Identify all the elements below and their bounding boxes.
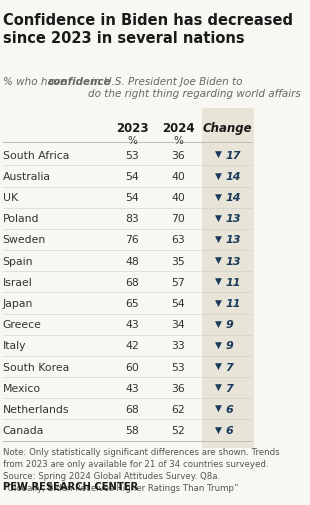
Text: Greece: Greece [2, 320, 42, 329]
Text: ▼: ▼ [215, 277, 222, 286]
Text: 34: 34 [171, 320, 185, 329]
Text: 2024: 2024 [162, 122, 194, 135]
Text: 83: 83 [126, 214, 139, 224]
Text: 33: 33 [171, 341, 185, 350]
Text: 60: 60 [125, 362, 139, 372]
Text: Israel: Israel [2, 277, 32, 287]
Text: South Korea: South Korea [2, 362, 69, 372]
Text: 11: 11 [225, 298, 241, 309]
Text: 65: 65 [126, 298, 139, 309]
Text: 68: 68 [126, 277, 139, 287]
Text: ▼: ▼ [215, 150, 222, 159]
Text: ▼: ▼ [215, 319, 222, 328]
Text: 7: 7 [225, 383, 233, 393]
Text: ▼: ▼ [215, 361, 222, 370]
Text: ▼: ▼ [215, 382, 222, 391]
Text: 13: 13 [225, 256, 241, 266]
Text: %: % [173, 136, 183, 146]
Text: ▼: ▼ [215, 213, 222, 222]
Text: 42: 42 [126, 341, 139, 350]
Text: 9: 9 [225, 320, 233, 329]
Text: 2023: 2023 [116, 122, 148, 135]
Text: 9: 9 [225, 341, 233, 350]
Text: 14: 14 [225, 193, 241, 203]
Text: Spain: Spain [2, 256, 33, 266]
Text: 58: 58 [126, 425, 139, 435]
Text: 36: 36 [171, 383, 185, 393]
Text: 35: 35 [171, 256, 185, 266]
Text: % who have: % who have [2, 76, 69, 86]
Text: Change: Change [203, 122, 252, 135]
Text: ▼: ▼ [215, 425, 222, 434]
Text: Italy: Italy [2, 341, 26, 350]
Text: 7: 7 [225, 362, 233, 372]
Text: 52: 52 [171, 425, 185, 435]
Text: PEW RESEARCH CENTER: PEW RESEARCH CENTER [2, 481, 138, 491]
Text: 48: 48 [126, 256, 139, 266]
Text: ▼: ▼ [215, 171, 222, 180]
Text: Australia: Australia [2, 172, 51, 182]
Text: 53: 53 [171, 362, 185, 372]
Text: 40: 40 [171, 172, 185, 182]
Text: 36: 36 [171, 150, 185, 161]
Text: 57: 57 [171, 277, 185, 287]
Text: Japan: Japan [2, 298, 33, 309]
Text: 63: 63 [171, 235, 185, 245]
Text: 6: 6 [225, 425, 233, 435]
Text: 54: 54 [171, 298, 185, 309]
Text: 62: 62 [171, 404, 185, 414]
Text: 6: 6 [225, 404, 233, 414]
Text: Confidence in Biden has decreased
since 2023 in several nations: Confidence in Biden has decreased since … [2, 13, 293, 45]
Text: 70: 70 [171, 214, 185, 224]
Text: Sweden: Sweden [2, 235, 46, 245]
Text: ▼: ▼ [215, 234, 222, 243]
Text: Netherlands: Netherlands [2, 404, 69, 414]
Text: 11: 11 [225, 277, 241, 287]
Text: Canada: Canada [2, 425, 44, 435]
Text: 53: 53 [126, 150, 139, 161]
FancyBboxPatch shape [202, 109, 254, 448]
Text: 14: 14 [225, 172, 241, 182]
Text: 40: 40 [171, 193, 185, 203]
Text: 43: 43 [126, 383, 139, 393]
Text: ▼: ▼ [215, 192, 222, 201]
Text: South Africa: South Africa [2, 150, 69, 161]
Text: confidence: confidence [48, 76, 111, 86]
Text: 54: 54 [126, 193, 139, 203]
Text: 68: 68 [126, 404, 139, 414]
Text: ▼: ▼ [215, 340, 222, 349]
Text: 13: 13 [225, 235, 241, 245]
Text: 76: 76 [126, 235, 139, 245]
Text: Poland: Poland [2, 214, 39, 224]
Text: ▼: ▼ [215, 256, 222, 265]
Text: Note: Only statistically significant differences are shown. Trends
from 2023 are: Note: Only statistically significant dif… [2, 447, 279, 492]
Text: 17: 17 [225, 150, 241, 161]
Text: 43: 43 [126, 320, 139, 329]
Text: 13: 13 [225, 214, 241, 224]
Text: ▼: ▼ [215, 403, 222, 413]
Text: UK: UK [2, 193, 18, 203]
Text: ▼: ▼ [215, 298, 222, 307]
Text: %: % [127, 136, 137, 146]
Text: 54: 54 [126, 172, 139, 182]
Text: Mexico: Mexico [2, 383, 41, 393]
Text: in U.S. President Joe Biden to
do the right thing regarding world affairs: in U.S. President Joe Biden to do the ri… [88, 76, 301, 99]
